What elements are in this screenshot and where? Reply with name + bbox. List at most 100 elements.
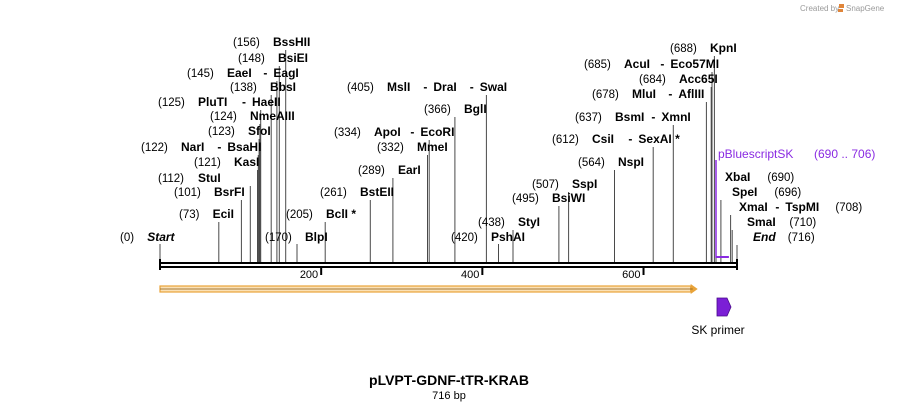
- enzyme-position: (507): [532, 179, 559, 191]
- enzyme-name: MslI: [387, 80, 410, 94]
- enzyme-position: (495): [512, 193, 539, 205]
- enzyme-position: (366): [424, 104, 451, 116]
- enzyme-separator: -: [410, 125, 414, 139]
- enzyme-labels: (156) BssHII(148) BsiEI(145) EaeI - EagI(138)…: [120, 35, 862, 244]
- enzyme-label-acc65i: (684) Acc65I: [639, 72, 718, 86]
- enzyme-label-kasi: (121) KasI: [194, 155, 259, 169]
- enzyme-name: EagI: [273, 66, 298, 80]
- enzyme-name: BclI *: [326, 207, 356, 221]
- enzyme-label-mmei: (332) MmeI: [377, 140, 448, 154]
- enzyme-label-sspi: (507) SspI: [532, 177, 597, 191]
- enzyme-separator: -: [242, 95, 246, 109]
- enzyme-label-spei: SpeI (696): [732, 185, 801, 199]
- enzyme-label-bsteii: (261) BstEII: [320, 185, 394, 199]
- enzyme-position: (122): [141, 142, 168, 154]
- enzyme-position: (170): [265, 232, 292, 244]
- enzyme-position: (690): [767, 172, 794, 184]
- snapgene-logo-icon: [838, 4, 844, 12]
- snapgene-credit: Created by SnapGene: [800, 4, 885, 13]
- enzyme-position: (710): [789, 217, 816, 229]
- enzyme-label-nari: (122) NarI - BsaHI: [141, 140, 261, 154]
- enzyme-name: SmaI: [747, 215, 776, 229]
- enzyme-name: StyI: [518, 215, 540, 229]
- enzyme-position: (612): [552, 134, 579, 146]
- enzyme-position: (684): [639, 74, 666, 86]
- enzyme-separator: -: [660, 57, 664, 71]
- enzyme-position: (125): [158, 97, 185, 109]
- enzyme-name: ApoI: [374, 125, 401, 139]
- enzyme-label-xbai: XbaI (690): [725, 170, 794, 184]
- enzyme-name: EciI: [213, 207, 234, 221]
- enzyme-position: (73): [179, 209, 200, 221]
- enzyme-name: XmnI: [661, 110, 690, 124]
- enzyme-name: SfoI: [248, 124, 271, 138]
- primer-arrow: [716, 297, 732, 317]
- enzyme-name: BsiWI: [552, 191, 585, 205]
- enzyme-position: (678): [592, 89, 619, 101]
- enzyme-label-styi: (438) StyI: [478, 215, 540, 229]
- enzyme-name: SwaI: [480, 80, 507, 94]
- enzyme-name: SpeI: [732, 185, 757, 199]
- enzyme-name: SspI: [572, 177, 597, 191]
- enzyme-position: (0): [120, 232, 134, 244]
- orf-arrowhead: [690, 284, 698, 294]
- plasmid-title: pLVPT-GDNF-tTR-KRAB: [369, 372, 529, 388]
- enzyme-name: AcuI: [624, 57, 650, 71]
- enzyme-position: (101): [174, 187, 201, 199]
- enzyme-separator: -: [775, 200, 779, 214]
- enzyme-label-bsshii: (156) BssHII: [233, 35, 310, 49]
- enzyme-label-end: End (716): [753, 230, 815, 244]
- enzyme-name: TspMI: [785, 200, 819, 214]
- enzyme-position: (138): [230, 82, 257, 94]
- backbone-start-cap: [159, 259, 161, 270]
- enzyme-name: Acc65I: [679, 72, 718, 86]
- backbone-bottom-strand: [160, 266, 737, 268]
- enzyme-position: (289): [358, 165, 385, 177]
- enzyme-name: End: [753, 230, 776, 244]
- enzyme-position: (685): [584, 59, 611, 71]
- enzyme-label-xmai: XmaI - TspMI (708): [739, 200, 862, 214]
- enzyme-name: PshAI: [491, 230, 525, 244]
- enzyme-label-bsiwi: (495) BsiWI: [512, 191, 585, 205]
- primer-label: SK primer: [691, 323, 744, 337]
- enzyme-position: (205): [286, 209, 313, 221]
- enzyme-label-blpi: (170) BlpI: [265, 230, 328, 244]
- enzyme-position: (438): [478, 217, 505, 229]
- enzyme-separator: -: [651, 110, 655, 124]
- enzyme-name: DraI: [433, 80, 456, 94]
- ruler-tick: [320, 268, 323, 275]
- enzyme-separator: -: [668, 87, 672, 101]
- enzyme-name: MluI: [632, 87, 656, 101]
- enzyme-label-bcli: (205) BclI *: [286, 207, 356, 221]
- feature-range: (690 .. 706): [814, 147, 875, 161]
- enzyme-name: EarI: [398, 163, 421, 177]
- enzyme-name: KasI: [234, 155, 259, 169]
- enzyme-label-bsrfi: (101) BsrFI: [174, 185, 245, 199]
- sequence-backbone: [159, 259, 738, 270]
- enzyme-position: (688): [670, 43, 697, 55]
- enzyme-position: (716): [788, 232, 815, 244]
- enzyme-name: AflIII: [678, 87, 704, 101]
- enzyme-position: (148): [238, 53, 265, 65]
- enzyme-name: BssHII: [273, 35, 310, 49]
- enzyme-name: SexAI *: [638, 132, 680, 146]
- enzyme-position: (637): [575, 112, 602, 124]
- credit-brand: SnapGene: [846, 4, 885, 13]
- enzyme-label-bgli: (366) BglI: [424, 102, 487, 116]
- enzyme-name: XbaI: [725, 170, 750, 184]
- enzyme-label-nmeaiii: (124) NmeAIII: [210, 109, 295, 123]
- enzyme-position: (124): [210, 111, 237, 123]
- enzyme-label-sfoi: (123) SfoI: [208, 124, 271, 138]
- enzyme-position: (261): [320, 187, 347, 199]
- enzyme-name: BsrFI: [214, 185, 245, 199]
- enzyme-label-bbsi: (138) BbsI: [230, 80, 296, 94]
- enzyme-name: NmeAIII: [250, 109, 295, 123]
- enzyme-label-stui: (112) StuI: [158, 171, 221, 185]
- ruler-tick: [481, 268, 484, 275]
- enzyme-name: Eco57MI: [670, 57, 719, 71]
- enzyme-label-ecii: (73) EciI: [179, 207, 234, 221]
- enzyme-separator: -: [217, 140, 221, 154]
- enzyme-position: (145): [187, 68, 214, 80]
- feature-name: pBluescriptSK: [718, 147, 793, 161]
- enzyme-name: NarI: [181, 140, 204, 154]
